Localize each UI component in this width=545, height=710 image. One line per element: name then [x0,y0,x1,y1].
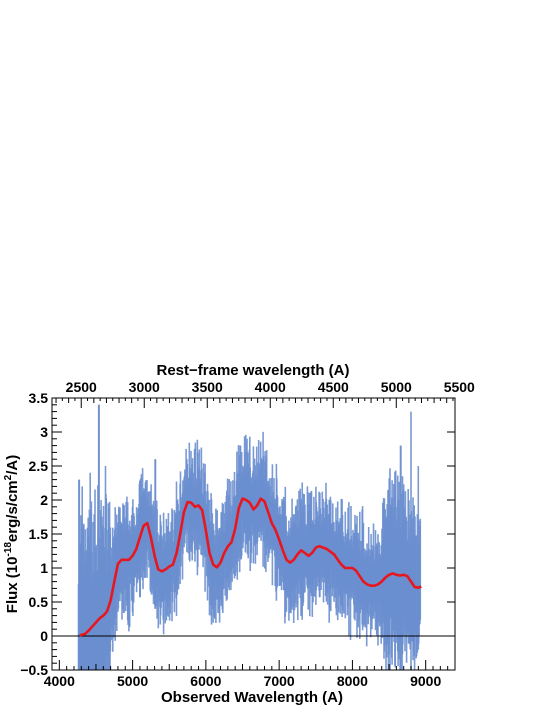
y-title-part: /A) [4,455,21,475]
x-tick-label: 7000 [264,673,295,689]
x2-tick-label: 5500 [444,379,475,395]
tick-marks [52,397,455,671]
y-tick-label: 0 [40,628,48,644]
y-title-part: erg/s/cm [4,480,21,542]
x-tick-labels: 4000 5000 6000 7000 8000 9000 [44,673,442,689]
x2-tick-label: 2500 [66,379,97,395]
y-tick-label: 3 [40,424,48,440]
x-tick-label: 5000 [117,673,148,689]
x-tick-label: 4000 [44,673,75,689]
y-tick-labels: −0.5 0 0.5 1 1.5 2 2.5 3 3.5 [20,390,48,678]
x2-axis-title: Rest−frame wavelength (A) [157,362,350,379]
y-tick-label: 2.5 [29,458,49,474]
smoothed-series-line [79,497,422,637]
y-axis-title: Flux (10-18erg/s/cm2/A) [3,455,21,613]
y-tick-label: 0.5 [29,594,49,610]
x2-tick-label: 3500 [192,379,223,395]
x2-tick-label: 4000 [255,379,286,395]
y-title-part: Flux (10 [4,557,21,614]
y-title-superscript: -18 [3,542,14,557]
x2-tick-labels: 2500 3000 3500 4000 4500 5000 5500 [66,379,475,395]
x-tick-label: 9000 [410,673,441,689]
y-tick-label: −0.5 [20,662,48,678]
x2-tick-label: 5000 [381,379,412,395]
y-tick-label: 2 [40,492,48,508]
x-axis-title: Observed Wavelength (A) [161,689,343,705]
y-tick-label: 1.5 [29,526,49,542]
x-tick-label: 6000 [190,673,221,689]
x2-tick-label: 3000 [129,379,160,395]
y-tick-label: 3.5 [29,390,49,406]
y-tick-label: 1 [40,560,48,576]
y-title-superscript: 2 [3,474,14,480]
x-tick-label: 8000 [337,673,368,689]
x2-tick-label: 4500 [318,379,349,395]
spectrum-series [77,404,422,670]
